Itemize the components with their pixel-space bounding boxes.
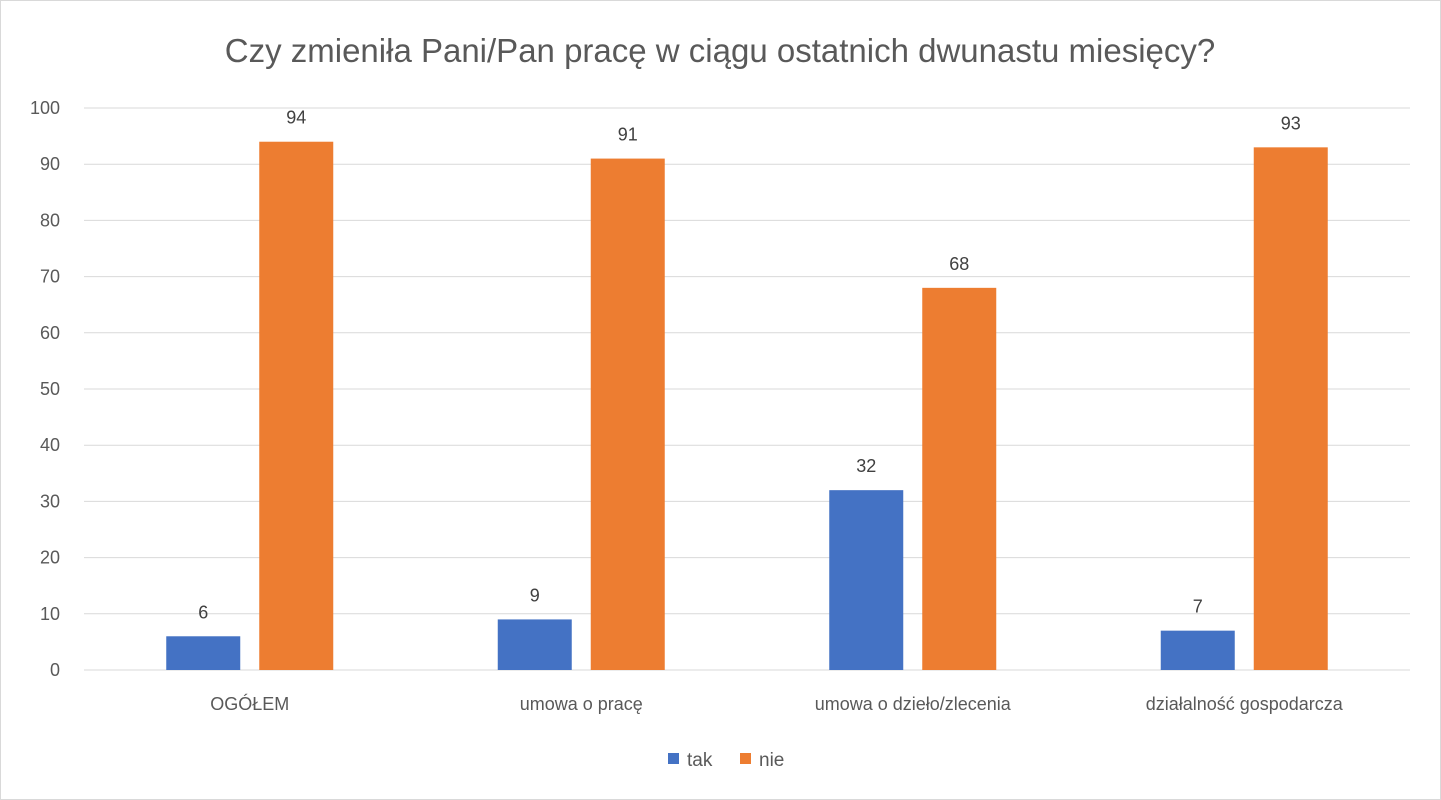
- y-tick-label: 100: [30, 98, 60, 118]
- y-tick-label: 90: [40, 154, 60, 174]
- y-tick-label: 60: [40, 323, 60, 343]
- y-tick-label: 70: [40, 267, 60, 287]
- data-label-tak-1: 9: [530, 585, 540, 605]
- x-category-label: OGÓŁEM: [210, 693, 289, 714]
- bar-tak-0: [166, 636, 241, 670]
- x-category-label: umowa o pracę: [520, 694, 643, 714]
- data-label-nie-3: 93: [1281, 113, 1301, 133]
- data-label-tak-3: 7: [1193, 597, 1203, 617]
- data-label-tak-2: 32: [856, 456, 876, 476]
- data-label-nie-1: 91: [618, 125, 638, 145]
- bars: [166, 141, 1328, 671]
- y-tick-label: 40: [40, 435, 60, 455]
- bar-tak-3: [1160, 630, 1235, 670]
- y-tick-label: 30: [40, 491, 60, 511]
- x-axis-categories: OGÓŁEM umowa o pracę umowa o dzieło/zlecen…: [210, 693, 1344, 714]
- legend-label-nie: nie: [759, 750, 784, 771]
- y-tick-label: 20: [40, 548, 60, 568]
- data-label-tak-0: 6: [198, 602, 208, 622]
- y-tick-label: 10: [40, 604, 60, 624]
- bar-tak-2: [829, 490, 904, 670]
- data-label-nie-0: 94: [286, 108, 306, 128]
- legend-label-tak: tak: [687, 750, 713, 771]
- x-category-label: działalność gospodarcza: [1146, 694, 1344, 714]
- data-labels: 6 94 9 91 32 68 7 93: [198, 108, 1301, 623]
- y-tick-label: 0: [50, 660, 60, 680]
- bar-nie-0: [259, 141, 334, 671]
- legend-swatch-tak: [668, 753, 679, 764]
- legend-swatch-nie: [740, 753, 751, 764]
- chart-title: Czy zmieniła Pani/Pan pracę w ciągu osta…: [225, 32, 1215, 69]
- y-tick-label: 80: [40, 210, 60, 230]
- y-tick-label: 50: [40, 379, 60, 399]
- data-label-nie-2: 68: [949, 254, 969, 274]
- bar-nie-2: [922, 287, 997, 670]
- y-axis-ticks: 0 10 20 30 40 50 60 70 80 90 100: [30, 98, 60, 680]
- bar-tak-1: [497, 619, 572, 670]
- legend: tak nie: [668, 750, 784, 771]
- x-category-label: umowa o dzieło/zlecenia: [815, 694, 1012, 714]
- bar-nie-1: [590, 158, 665, 670]
- bar-nie-3: [1253, 147, 1328, 671]
